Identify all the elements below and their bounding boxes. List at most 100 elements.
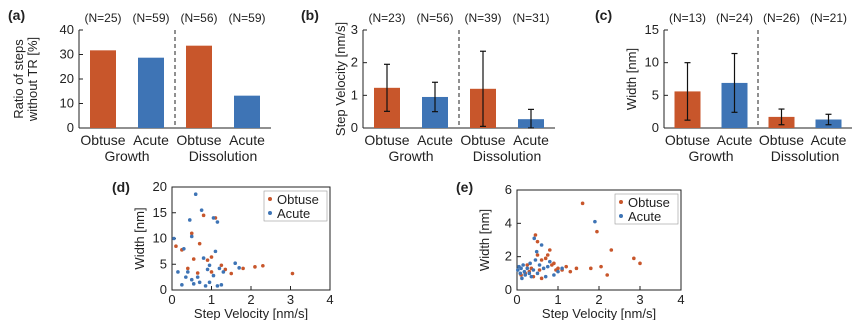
point-acute bbox=[541, 266, 546, 271]
point-obtuse bbox=[189, 231, 194, 236]
x-axis-label: Step Velocity [nm/s] bbox=[194, 306, 308, 320]
scatter-panel-2: (e) 0 1 2 3 4 0 2 4 6 Step Velocity [nm/s] Width [n… bbox=[456, 179, 685, 320]
y-axis-label: Width [nm] bbox=[132, 207, 147, 269]
y-tick-label: 3 bbox=[351, 22, 358, 37]
point-acute bbox=[199, 208, 204, 212]
point-obtuse bbox=[533, 233, 538, 237]
point-acute bbox=[516, 268, 520, 272]
point-obtuse bbox=[209, 270, 214, 274]
point-acute bbox=[532, 236, 537, 241]
point-acute bbox=[203, 284, 208, 288]
y-tick-label: 5 bbox=[160, 256, 167, 271]
group-label: Dissolution bbox=[771, 148, 839, 164]
point-obtuse bbox=[539, 276, 544, 281]
point-obtuse bbox=[589, 266, 593, 271]
point-acute bbox=[180, 283, 184, 287]
point-obtuse bbox=[241, 266, 245, 271]
point-obtuse bbox=[535, 239, 540, 244]
group-label: Dissolution bbox=[473, 148, 541, 164]
point-acute bbox=[172, 236, 176, 241]
point-acute bbox=[211, 273, 216, 278]
bar-panel-3: (c) 0 5 10 15 Width [nm] (N=13) Obtuse (N=24) Acu… bbox=[595, 7, 852, 164]
point-obtuse bbox=[548, 248, 552, 252]
legend-label: Acute bbox=[628, 209, 661, 224]
point-acute bbox=[195, 275, 200, 279]
point-acute bbox=[237, 266, 241, 270]
legend-marker bbox=[619, 214, 623, 218]
n-label: (N=56) bbox=[180, 11, 217, 25]
x-axis-label: Step Velocity [nm/s] bbox=[542, 306, 656, 320]
point-obtuse bbox=[537, 268, 542, 272]
point-acute bbox=[525, 266, 530, 271]
category-label: Acute bbox=[811, 132, 847, 148]
y-tick-label: 30 bbox=[60, 47, 74, 62]
n-label: (N=26) bbox=[763, 11, 800, 25]
point-obtuse bbox=[539, 258, 544, 262]
legend-box bbox=[614, 193, 679, 225]
point-obtuse bbox=[197, 241, 202, 246]
point-obtuse bbox=[595, 229, 599, 234]
point-acute bbox=[221, 270, 226, 274]
point-acute bbox=[521, 263, 525, 267]
point-acute bbox=[531, 268, 536, 272]
x-tick-label: 2 bbox=[595, 292, 602, 307]
point-acute bbox=[219, 283, 224, 287]
category-label: Obtuse bbox=[80, 132, 125, 148]
scatter-panel-1: (d) 0 1 2 3 4 0 5 10 15 20 Step Velocity [nm/s] Widt… bbox=[112, 179, 334, 320]
point-acute bbox=[176, 270, 180, 274]
point-acute bbox=[545, 264, 550, 269]
n-label: (N=31) bbox=[512, 11, 549, 25]
n-label: (N=56) bbox=[416, 11, 453, 25]
point-obtuse bbox=[632, 256, 636, 261]
point-acute bbox=[197, 280, 202, 285]
point-obtuse bbox=[552, 261, 556, 266]
point-obtuse bbox=[174, 244, 178, 249]
y-tick-label: 1 bbox=[351, 87, 358, 102]
point-acute bbox=[593, 219, 597, 224]
panel-label: (e) bbox=[456, 179, 473, 195]
point-acute bbox=[186, 270, 190, 274]
point-acute bbox=[187, 218, 192, 222]
legend-marker bbox=[268, 197, 272, 201]
n-label: (N=59) bbox=[228, 11, 265, 25]
y-axis-label: Step Velocity [nm/s] bbox=[333, 22, 348, 136]
point-obtuse bbox=[209, 255, 214, 259]
x-tick-label: 3 bbox=[636, 292, 643, 307]
y-tick-label: 10 bbox=[645, 55, 659, 70]
group-label: Growth bbox=[688, 148, 733, 164]
legend-marker bbox=[268, 211, 272, 215]
legend-box bbox=[263, 190, 328, 222]
y-tick-label: 5 bbox=[652, 87, 659, 102]
y-axis-label: Width [nm] bbox=[624, 48, 639, 110]
point-obtuse bbox=[545, 253, 550, 257]
category-label: Acute bbox=[513, 132, 549, 148]
category-label: Acute bbox=[133, 132, 169, 148]
x-tick-label: 0 bbox=[168, 292, 175, 307]
point-acute bbox=[548, 259, 552, 264]
y-axis-label: Ratio of steps bbox=[11, 39, 26, 119]
point-obtuse bbox=[599, 264, 603, 269]
point-obtuse bbox=[568, 269, 573, 274]
category-label: Obtuse bbox=[364, 132, 409, 148]
point-acute bbox=[535, 271, 540, 276]
point-acute bbox=[207, 263, 212, 268]
y-tick-label: 0 bbox=[652, 120, 659, 135]
category-label: Obtuse bbox=[759, 132, 804, 148]
x-tick-label: 1 bbox=[208, 292, 215, 307]
point-obtuse bbox=[564, 264, 568, 269]
point-acute bbox=[207, 280, 212, 285]
panel-label: (b) bbox=[301, 7, 319, 23]
group-label: Growth bbox=[104, 148, 149, 164]
point-acute bbox=[211, 216, 216, 220]
point-acute bbox=[189, 277, 194, 282]
point-acute bbox=[556, 269, 560, 274]
category-label: Acute bbox=[717, 132, 753, 148]
legend-label: Obtuse bbox=[628, 195, 670, 210]
y-tick-label: 15 bbox=[645, 22, 659, 37]
point-acute bbox=[528, 261, 532, 266]
y-tick-label: 0 bbox=[160, 282, 167, 297]
point-acute bbox=[233, 261, 237, 266]
panel-label: (c) bbox=[595, 7, 612, 23]
point-obtuse bbox=[191, 257, 196, 261]
group-label: Growth bbox=[388, 148, 433, 164]
